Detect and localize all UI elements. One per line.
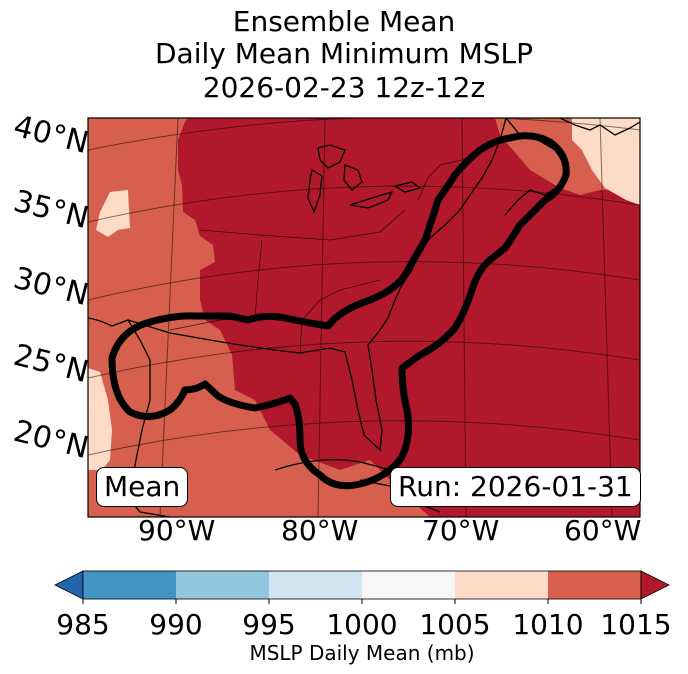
colorbar: 985 990 995 1000 1005 1010 1015 MSLP Dai…: [54, 570, 672, 665]
colorbar-over-arrow: [640, 570, 670, 600]
lat-label-35: 35°N: [10, 184, 92, 236]
mean-label-box: Mean: [96, 467, 189, 507]
field-1005-ne: [572, 118, 640, 205]
colorbar-bin-985: [83, 571, 176, 599]
lat-label-20: 20°N: [10, 414, 92, 466]
colorbar-tick-1000: 1000: [326, 608, 397, 641]
colorbar-tick-995: 995: [242, 608, 295, 641]
colorbar-tick-990: 990: [149, 608, 202, 641]
colorbar-tick-985: 985: [56, 608, 109, 641]
colorbar-bin-995: [269, 571, 362, 599]
title-line-3: 2026-02-23 12z-12z: [202, 71, 486, 104]
colorbar-label: MSLP Daily Mean (mb): [249, 641, 474, 665]
lon-label-60: 60°W: [564, 514, 641, 547]
colorbar-tick-1005: 1005: [419, 608, 490, 641]
lon-label-80: 80°W: [281, 514, 358, 547]
lat-label-30: 30°N: [10, 261, 92, 313]
colorbar-bin-1005: [455, 571, 548, 599]
lon-label-70: 70°W: [422, 514, 499, 547]
mslp-contour: [108, 132, 570, 490]
title-line-1: Ensemble Mean: [232, 5, 456, 38]
colorbar-bin-1000: [362, 571, 455, 599]
title-line-2: Daily Mean Minimum MSLP: [154, 37, 533, 70]
colorbar-tick-1010: 1010: [512, 608, 583, 641]
map-frame: [87, 117, 641, 518]
colorbar-under-arrow: [54, 570, 84, 600]
field-1005-left: [96, 190, 130, 237]
field-1005-gulf: [88, 368, 112, 470]
borders: [169, 149, 481, 354]
colorbar-bin-1010: [548, 571, 641, 599]
lon-label-90: 90°W: [138, 514, 215, 547]
colorbar-tick-1015: 1015: [600, 608, 671, 641]
colorbar-bin-990: [176, 571, 269, 599]
lat-label-25: 25°N: [10, 338, 92, 390]
lat-label-40: 40°N: [10, 109, 92, 161]
run-label-box: Run: 2026-01-31: [390, 467, 641, 507]
